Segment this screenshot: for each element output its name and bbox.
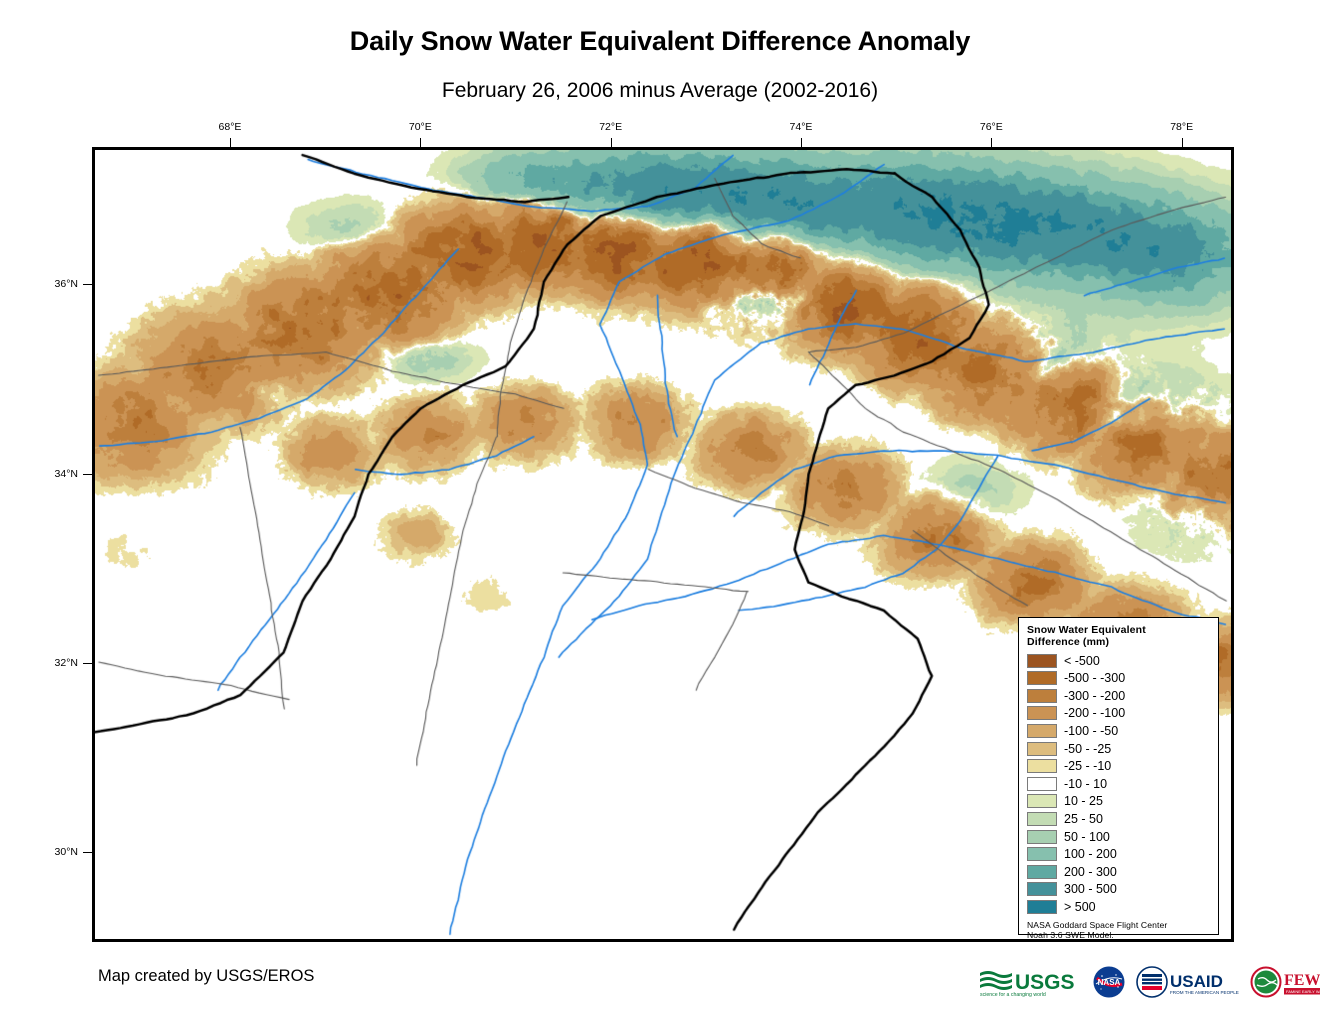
legend-label: 10 - 25	[1064, 794, 1103, 809]
lon-label: 78°E	[1170, 121, 1194, 133]
map-frame[interactable]	[92, 147, 1234, 942]
legend-label: -500 - -300	[1064, 671, 1126, 686]
lat-label: 36°N	[54, 278, 78, 291]
legend-row: < -500	[1027, 652, 1212, 670]
legend-swatch	[1027, 671, 1057, 686]
legend-swatch	[1027, 899, 1057, 914]
legend-row: > 500	[1027, 898, 1212, 916]
legend-swatch	[1027, 829, 1057, 844]
lon-label: 76°E	[979, 121, 1003, 133]
lon-tick	[420, 138, 422, 147]
legend-label: < -500	[1064, 653, 1100, 668]
legend-label: 100 - 200	[1064, 847, 1117, 862]
svg-text:FAMINE EARLY WARNING SYSTEMS N: FAMINE EARLY WARNING SYSTEMS NETWORK	[1286, 989, 1320, 994]
lon-tick	[610, 138, 612, 147]
legend-swatch	[1027, 706, 1057, 721]
svg-text:USGS: USGS	[1015, 971, 1075, 994]
map-legend: Snow Water Equivalent Difference (mm) < …	[1018, 617, 1219, 940]
legend-note-line2: Noah 3.6 SWE Model.	[1027, 930, 1114, 941]
legend-swatch	[1027, 741, 1057, 756]
legend-label: 300 - 500	[1064, 882, 1117, 897]
lon-label: 68°E	[218, 121, 242, 133]
usgs-logo: USGS science for a changing world	[980, 971, 1075, 998]
legend-label: 25 - 50	[1064, 811, 1103, 826]
legend-swatch	[1027, 776, 1057, 791]
lat-label: 32°N	[54, 656, 78, 669]
legend-title: Snow Water Equivalent Difference (mm)	[1027, 624, 1212, 649]
legend-row: -50 - -25	[1027, 740, 1212, 758]
legend-label: 50 - 100	[1064, 829, 1110, 844]
lon-label: 74°E	[789, 121, 813, 133]
lon-label: 70°E	[408, 121, 432, 133]
legend-swatch	[1027, 811, 1057, 826]
legend-source-note: NASA Goddard Space Flight Center Noah 3.…	[1027, 920, 1212, 941]
legend-row: 300 - 500	[1027, 881, 1212, 899]
page-subtitle: February 26, 2006 minus Average (2002-20…	[441, 79, 879, 102]
legend-row: 10 - 25	[1027, 793, 1212, 811]
legend-label: -10 - 10	[1064, 776, 1108, 791]
lon-tick	[800, 138, 802, 147]
lon-label: 72°E	[599, 121, 623, 133]
lat-label: 34°N	[54, 467, 78, 480]
legend-swatch	[1027, 864, 1057, 879]
lat-tick	[83, 662, 92, 664]
lon-tick	[991, 138, 993, 147]
legend-label: -200 - -100	[1064, 706, 1126, 721]
legend-row: -300 - -200	[1027, 687, 1212, 705]
legend-swatch	[1027, 847, 1057, 862]
fewsnet-logo: FEWS NET FAMINE EARLY WARNING SYSTEMS NE…	[1250, 966, 1320, 998]
legend-label: -25 - -10	[1064, 759, 1112, 774]
legend-entries: < -500 -500 - -300 -300 - -200 -200 - -100 -…	[1027, 652, 1212, 916]
legend-swatch	[1027, 653, 1057, 668]
svg-text:USAID: USAID	[1170, 972, 1223, 991]
legend-row: -25 - -10	[1027, 757, 1212, 775]
lat-tick	[83, 473, 92, 475]
legend-label: -300 - -200	[1064, 688, 1126, 703]
svg-text:FEWS NET: FEWS NET	[1284, 972, 1320, 989]
legend-row: 100 - 200	[1027, 845, 1212, 863]
svg-text:NASA: NASA	[1098, 978, 1121, 987]
legend-label: 200 - 300	[1064, 864, 1117, 879]
lon-tick	[1181, 138, 1183, 147]
legend-swatch	[1027, 759, 1057, 774]
nasa-logo: NASA	[1093, 966, 1125, 998]
page-title: Daily Snow Water Equivalent Difference A…	[349, 26, 971, 56]
legend-title-line1: Snow Water Equivalent	[1027, 624, 1146, 636]
lon-tick	[229, 138, 231, 147]
legend-row: 200 - 300	[1027, 863, 1212, 881]
usaid-logo: USAID FROM THE AMERICAN PEOPLE	[1136, 966, 1239, 998]
svg-text:science for a changing world: science for a changing world	[980, 992, 1046, 998]
lat-tick	[83, 852, 92, 854]
legend-label: -100 - -50	[1064, 723, 1119, 738]
legend-row: -500 - -300	[1027, 669, 1212, 687]
lat-label: 30°N	[54, 846, 78, 859]
legend-row: -200 - -100	[1027, 705, 1212, 723]
agency-logos: USGS science for a changing world NASA U…	[978, 962, 1320, 1002]
legend-row: -100 - -50	[1027, 722, 1212, 740]
legend-row: 25 - 50	[1027, 810, 1212, 828]
legend-title-line2: Difference (mm)	[1027, 636, 1110, 649]
legend-swatch	[1027, 723, 1057, 738]
legend-note-line1: NASA Goddard Space Flight Center	[1027, 919, 1168, 930]
map-credit: Map created by USGS/EROS	[98, 967, 315, 985]
legend-swatch	[1027, 688, 1057, 703]
lat-tick	[83, 284, 92, 286]
svg-text:FROM THE AMERICAN PEOPLE: FROM THE AMERICAN PEOPLE	[1170, 990, 1239, 995]
legend-label: -50 - -25	[1064, 741, 1112, 756]
legend-label: > 500	[1064, 899, 1096, 914]
legend-row: -10 - 10	[1027, 775, 1212, 793]
legend-swatch	[1027, 794, 1057, 809]
legend-swatch	[1027, 882, 1057, 897]
legend-row: 50 - 100	[1027, 828, 1212, 846]
